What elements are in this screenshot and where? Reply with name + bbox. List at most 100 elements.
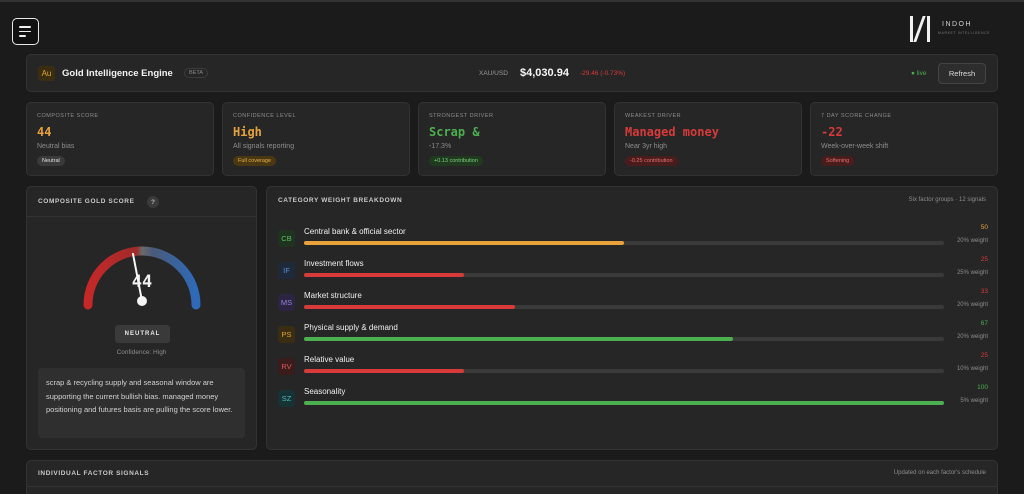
score-bar-track [304,369,944,373]
category-score: 100 [977,384,988,391]
card-value: 44 [37,125,52,139]
card-label: COMPOSITE SCORE [37,113,99,119]
card-subtext: Week-over-week shift [821,143,889,150]
category-score: 25 [980,352,988,359]
score-bar-fill [304,337,733,341]
brand-logo[interactable]: INDOH MARKET INTELLIGENCE [908,14,998,44]
category-icon: CB [278,230,295,247]
brand-tagline: MARKET INTELLIGENCE [938,31,991,35]
gauge-panel-title: COMPOSITE GOLD SCORE [38,198,135,205]
score-bar-fill [304,401,944,405]
gauge-pivot [137,296,147,306]
bias-label: NEUTRAL [115,325,170,343]
card-value: -22 [821,125,843,139]
summary-card: CONFIDENCE LEVEL High All signals reportin… [222,102,410,176]
card-label: 7 DAY SCORE CHANGE [821,113,892,119]
category-weight: 20% weight [956,302,988,308]
gauge-arc [83,246,201,310]
summary-card: STRONGEST DRIVER Scrap & -17.3% +0.13 contr… [418,102,606,176]
weight-row: RV Relative value 25 10% weight [278,352,988,385]
category-score: 25 [980,256,988,263]
beta-badge: BETA [184,68,208,78]
category-label: Relative value [304,355,355,364]
category-icon: MS [278,294,295,311]
card-value: High [233,125,262,139]
summary-card: 7 DAY SCORE CHANGE -22 Week-over-week shif… [810,102,998,176]
divider [27,486,997,487]
category-label: Investment flows [304,259,364,268]
score-gauge: 44 [83,246,201,310]
card-label: CONFIDENCE LEVEL [233,113,297,119]
gauge-value: 44 [132,272,152,292]
card-value: Managed money [625,125,719,139]
brand-name: INDOH [942,21,973,28]
score-bar-fill [304,241,624,245]
score-bar-track [304,337,944,341]
summary-card: COMPOSITE SCORE 44 Neutral bias Neutral [26,102,214,176]
card-tag: Neutral [37,156,65,166]
card-subtext: All signals reporting [233,143,295,150]
card-subtext: -17.3% [429,143,452,150]
card-subtext: Neutral bias [37,143,75,150]
category-weight: 25% weight [956,270,988,276]
score-bar-fill [304,305,516,309]
gold-symbol-badge: Au [38,66,55,81]
category-weights-panel: CATEGORY WEIGHT BREAKDOWN Six factor gro… [266,186,998,450]
category-score: 33 [980,288,988,295]
category-label: Central bank & official sector [304,227,406,236]
category-label: Market structure [304,291,362,300]
logo-mark-icon [908,14,934,44]
category-icon: IF [278,262,295,279]
currency-pair: XAU/USD [479,70,508,77]
factor-signals-panel: INDIVIDUAL FACTOR SIGNALS Updated on eac… [26,460,998,494]
gold-price: $4,030.94 [520,67,569,79]
price-change: -29.46 (-0.73%) [580,70,626,77]
category-weight: 20% weight [956,238,988,244]
score-bar-track [304,273,944,277]
score-bar-track [304,305,944,309]
category-score: 67 [980,320,988,327]
score-summary: scrap & recycling supply and seasonal wi… [38,368,245,438]
score-bar-track [304,241,944,245]
composite-gauge-panel: COMPOSITE GOLD SCORE ? 44 NEUTRAL Confid… [26,186,257,450]
weight-row: MS Market structure 33 20% weight [278,288,988,321]
category-label: Seasonality [304,387,346,396]
card-value: Scrap & [429,125,480,139]
confidence-text: Confidence: High [116,349,167,356]
category-score: 50 [980,224,988,231]
signals-panel-meta: Updated on each factor's schedule [893,470,986,476]
category-weight: 20% weight [956,334,988,340]
card-tag: +0.13 contribution [429,156,483,166]
refresh-button[interactable]: Refresh [938,63,986,84]
help-icon[interactable]: ? [147,196,159,208]
weight-row: CB Central bank & official sector 50 20% we… [278,224,988,257]
gauge-needle [132,252,143,302]
category-icon: RV [278,358,295,375]
menu-icon[interactable] [12,18,39,45]
card-tag: Softening [821,156,855,166]
summary-card: WEAKEST DRIVER Managed money Near 3yr high… [614,102,802,176]
weights-panel-title: CATEGORY WEIGHT BREAKDOWN [278,197,403,204]
category-weight: 10% weight [956,366,988,372]
category-weight: 5% weight [960,398,988,404]
weight-row: PS Physical supply & demand 67 20% weight [278,320,988,353]
app-title: Gold Intelligence Engine [62,68,173,79]
category-icon: SZ [278,390,295,407]
category-icon: PS [278,326,295,343]
card-subtext: Near 3yr high [625,143,668,150]
live-indicator: ● live [911,70,927,77]
card-label: STRONGEST DRIVER [429,113,494,119]
card-tag: Full coverage [233,156,277,166]
card-tag: -0.25 contribution [625,156,678,166]
divider [27,216,256,217]
card-label: WEAKEST DRIVER [625,113,682,119]
weight-row: SZ Seasonality 100 5% weight [278,384,988,417]
score-bar-fill [304,369,464,373]
top-bar: INDOH MARKET INTELLIGENCE [0,0,1024,46]
weights-panel-meta: Six factor groups · 12 signals [908,197,986,203]
weight-row: IF Investment flows 25 25% weight [278,256,988,289]
score-bar-fill [304,273,464,277]
engine-header: Au Gold Intelligence Engine BETA XAU/USD… [26,54,998,92]
score-bar-track [304,401,944,405]
category-label: Physical supply & demand [304,323,398,332]
